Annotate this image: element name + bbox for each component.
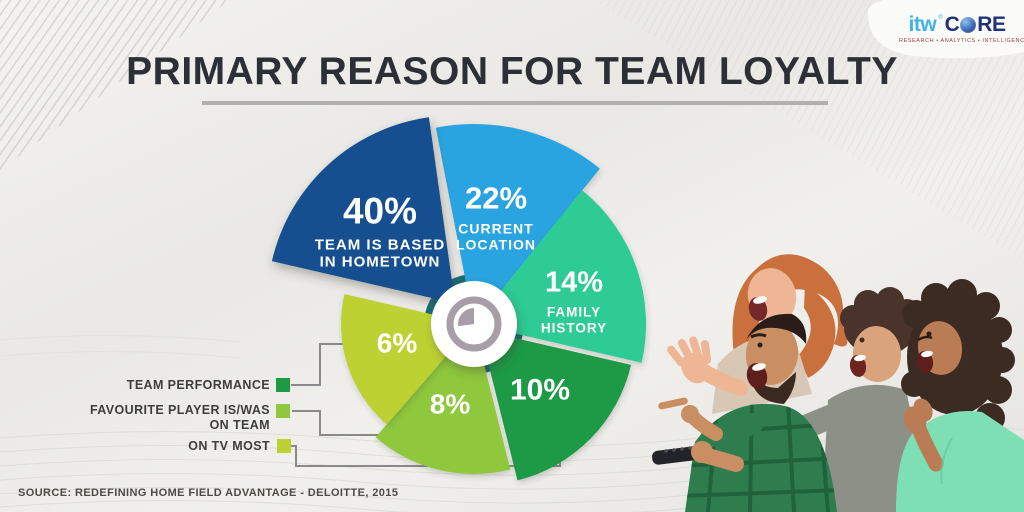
logo-tagline: RESEARCH • ANALYTICS • INTELLIGENCE	[899, 38, 1024, 44]
callout-line-2	[292, 410, 417, 436]
legend-square-team-performance	[276, 378, 290, 392]
pie-slices	[271, 117, 647, 481]
logo-brush-swash	[867, 0, 1024, 59]
slice-current-location-22	[435, 124, 600, 324]
logo-itw-text: itw	[908, 13, 937, 36]
callout-on-tv-most: ON TV MOST	[188, 439, 270, 453]
logo-core-text: C RE	[944, 13, 1006, 36]
label-family-history: 14% FAMILY HISTORY	[540, 266, 608, 335]
label-6-percent: 6%	[376, 327, 418, 359]
fan-bearded-man	[652, 313, 837, 512]
label-10-percent: 10%	[509, 373, 571, 407]
slice-family-history-14	[474, 190, 647, 363]
globe-icon	[960, 17, 977, 33]
source-citation: SOURCE: REDEFINING HOME FIELD ADVANTAGE …	[18, 487, 399, 499]
label-8-percent: 8%	[429, 388, 471, 420]
legend-square-favourite-player	[276, 404, 290, 418]
registered-mark: ®	[938, 15, 943, 21]
callout-favourite-player: FAVOURITE PLAYER IS/WAS ON TEAM	[89, 403, 270, 432]
slice-team-performance-10	[480, 330, 631, 481]
pie-center-medallion	[431, 281, 517, 367]
slice-hometown-40-exploded	[271, 117, 456, 304]
title-divider	[202, 101, 828, 105]
callout-team-performance: TEAM PERFORMANCE	[126, 378, 270, 392]
legend-square-on-tv-most	[277, 439, 291, 453]
timer-ring-icon	[446, 296, 502, 352]
label-hometown: 40% TEAM IS BASED IN HOMETOWN	[314, 190, 446, 271]
label-current-location: 22% CURRENT LOCATION	[455, 180, 537, 253]
fans-photo	[652, 254, 1024, 512]
brand-logo: itw ® C RE RESEARCH • ANALYTICS • INTELLIG…	[894, 13, 1024, 44]
page-title: PRIMARY REASON FOR TEAM LOYALTY	[126, 50, 898, 93]
callout-line-1	[291, 343, 358, 386]
fan-mint-woman	[896, 279, 1024, 512]
timer-wedge-icon	[458, 308, 474, 327]
